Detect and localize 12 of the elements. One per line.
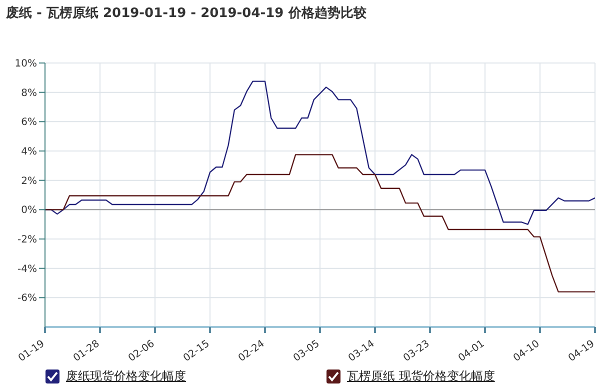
y-tick-label: 2%	[21, 176, 37, 187]
chart-title: 废纸 - 瓦楞原纸 2019-01-19 - 2019-04-19 价格趋势比较	[6, 4, 366, 22]
legend-label: 废纸现货价格变化幅度	[66, 368, 186, 385]
y-tick-label: -6%	[18, 293, 37, 304]
legend-label: 瓦楞原纸 现货价格变化幅度	[347, 368, 495, 385]
y-tick-label: -4%	[18, 264, 37, 275]
y-tick-label: 4%	[21, 146, 37, 158]
y-tick-label: 6%	[21, 117, 37, 128]
y-tick-label: -2%	[18, 234, 37, 246]
y-tick-label: 8%	[21, 88, 37, 99]
y-tick-label: 0%	[21, 205, 37, 216]
y-tick-label: 10%	[14, 58, 37, 70]
